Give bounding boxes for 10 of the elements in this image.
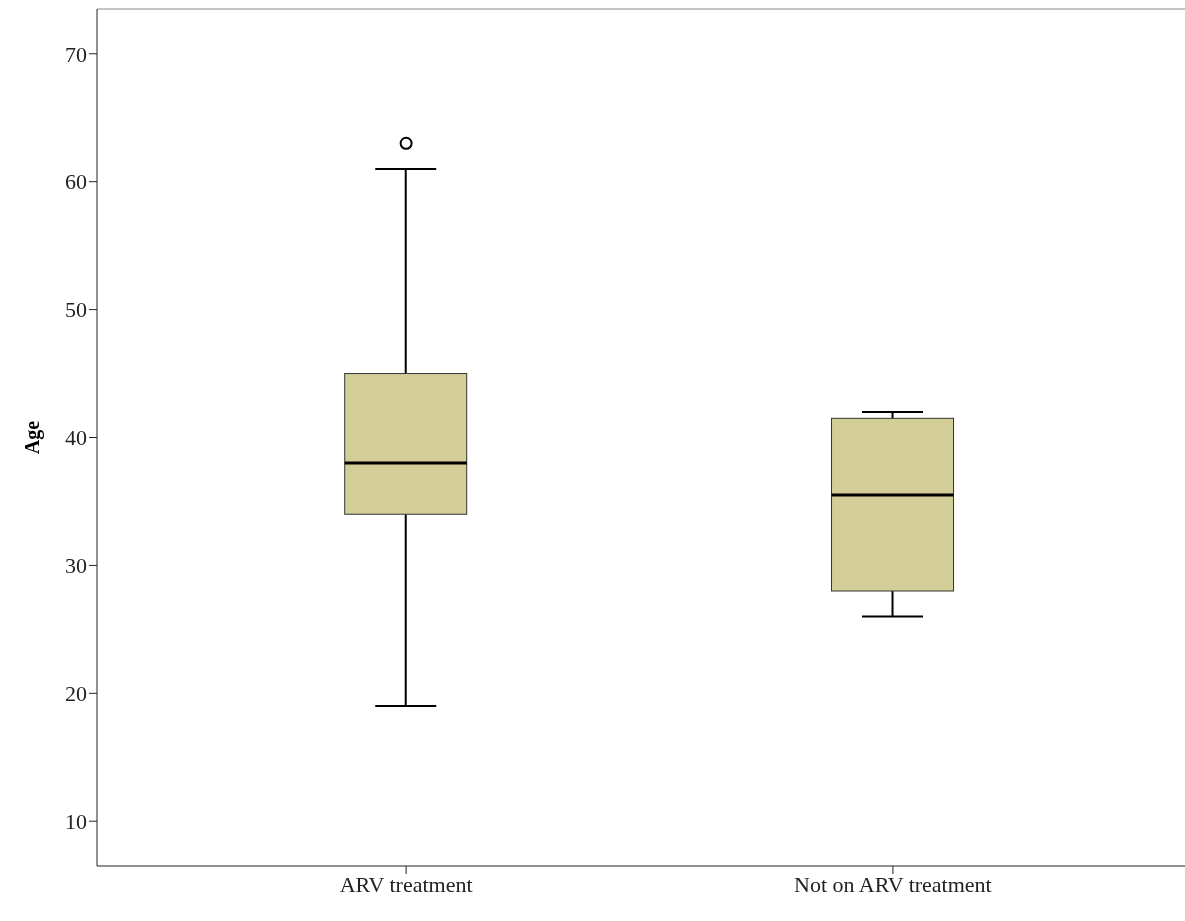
y-tick-label: 70 <box>65 41 87 67</box>
x-tick-label: Not on ARV treatment <box>794 871 992 897</box>
y-tick-label: 40 <box>65 425 87 451</box>
y-tick-label: 20 <box>65 681 87 707</box>
y-tick-label: 50 <box>65 297 87 323</box>
x-tick-label: ARV treatment <box>339 871 473 897</box>
y-axis-title: Age <box>21 420 45 455</box>
y-tick-label: 10 <box>65 809 87 835</box>
y-tick-label: 60 <box>65 169 87 195</box>
y-tick-label: 30 <box>65 553 87 579</box>
